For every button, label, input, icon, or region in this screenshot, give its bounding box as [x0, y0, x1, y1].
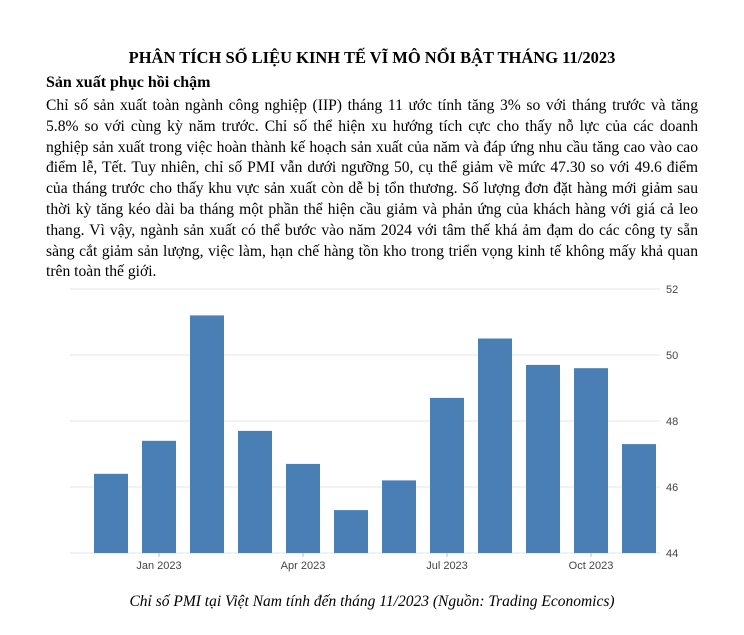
- y-tick-label: 52: [666, 284, 678, 296]
- bar: [94, 473, 128, 553]
- body-paragraph: Chỉ số sản xuất toàn ngành công nghiệp (…: [46, 97, 698, 281]
- pmi-bar-chart: 44 46 48 50 52 Jan 2023 Apr 2023 Jul 2023 Oct 2…: [70, 284, 678, 572]
- document-title: PHÂN TÍCH SỐ LIỆU KINH TẾ VĨ MÔ NỔI BẬT …: [128, 48, 616, 67]
- bar: [574, 368, 608, 553]
- bar: [190, 315, 224, 553]
- y-tick-label: 46: [666, 482, 678, 494]
- bar: [382, 480, 416, 553]
- x-axis-ticks: Jan 2023 Apr 2023 Jul 2023 Oct 2023: [136, 553, 613, 572]
- section-heading: Sản xuất phục hồi chậm: [46, 74, 211, 91]
- bar: [622, 444, 656, 553]
- y-tick-label: 50: [666, 350, 678, 362]
- bar: [430, 397, 464, 553]
- x-tick-label: Oct 2023: [569, 560, 614, 572]
- bar: [526, 364, 560, 553]
- chart-caption: Chỉ số PMI tại Việt Nam tính đến tháng 1…: [129, 593, 615, 610]
- bar: [478, 338, 512, 553]
- chart-bars: [94, 315, 656, 553]
- bar: [286, 463, 320, 553]
- x-tick-label: Jul 2023: [426, 560, 468, 572]
- bar: [334, 510, 368, 553]
- x-tick-label: Jan 2023: [136, 560, 181, 572]
- bar: [142, 440, 176, 553]
- x-tick-label: Apr 2023: [281, 560, 326, 572]
- y-tick-label: 44: [666, 548, 678, 560]
- bar: [238, 430, 272, 553]
- y-tick-label: 48: [666, 416, 678, 428]
- y-axis-ticks: 44 46 48 50 52: [666, 284, 678, 560]
